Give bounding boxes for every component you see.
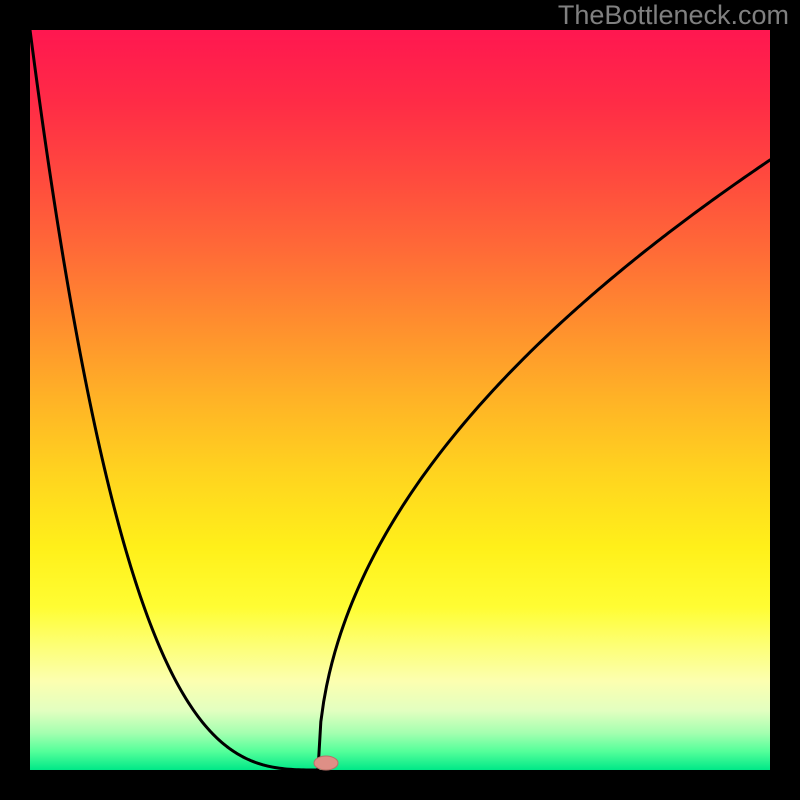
plot-area xyxy=(30,30,770,770)
chart-container: TheBottleneck.com xyxy=(0,0,800,800)
optimal-point-marker xyxy=(314,756,338,770)
bottleneck-chart: TheBottleneck.com xyxy=(0,0,800,800)
watermark-text: TheBottleneck.com xyxy=(558,0,789,30)
